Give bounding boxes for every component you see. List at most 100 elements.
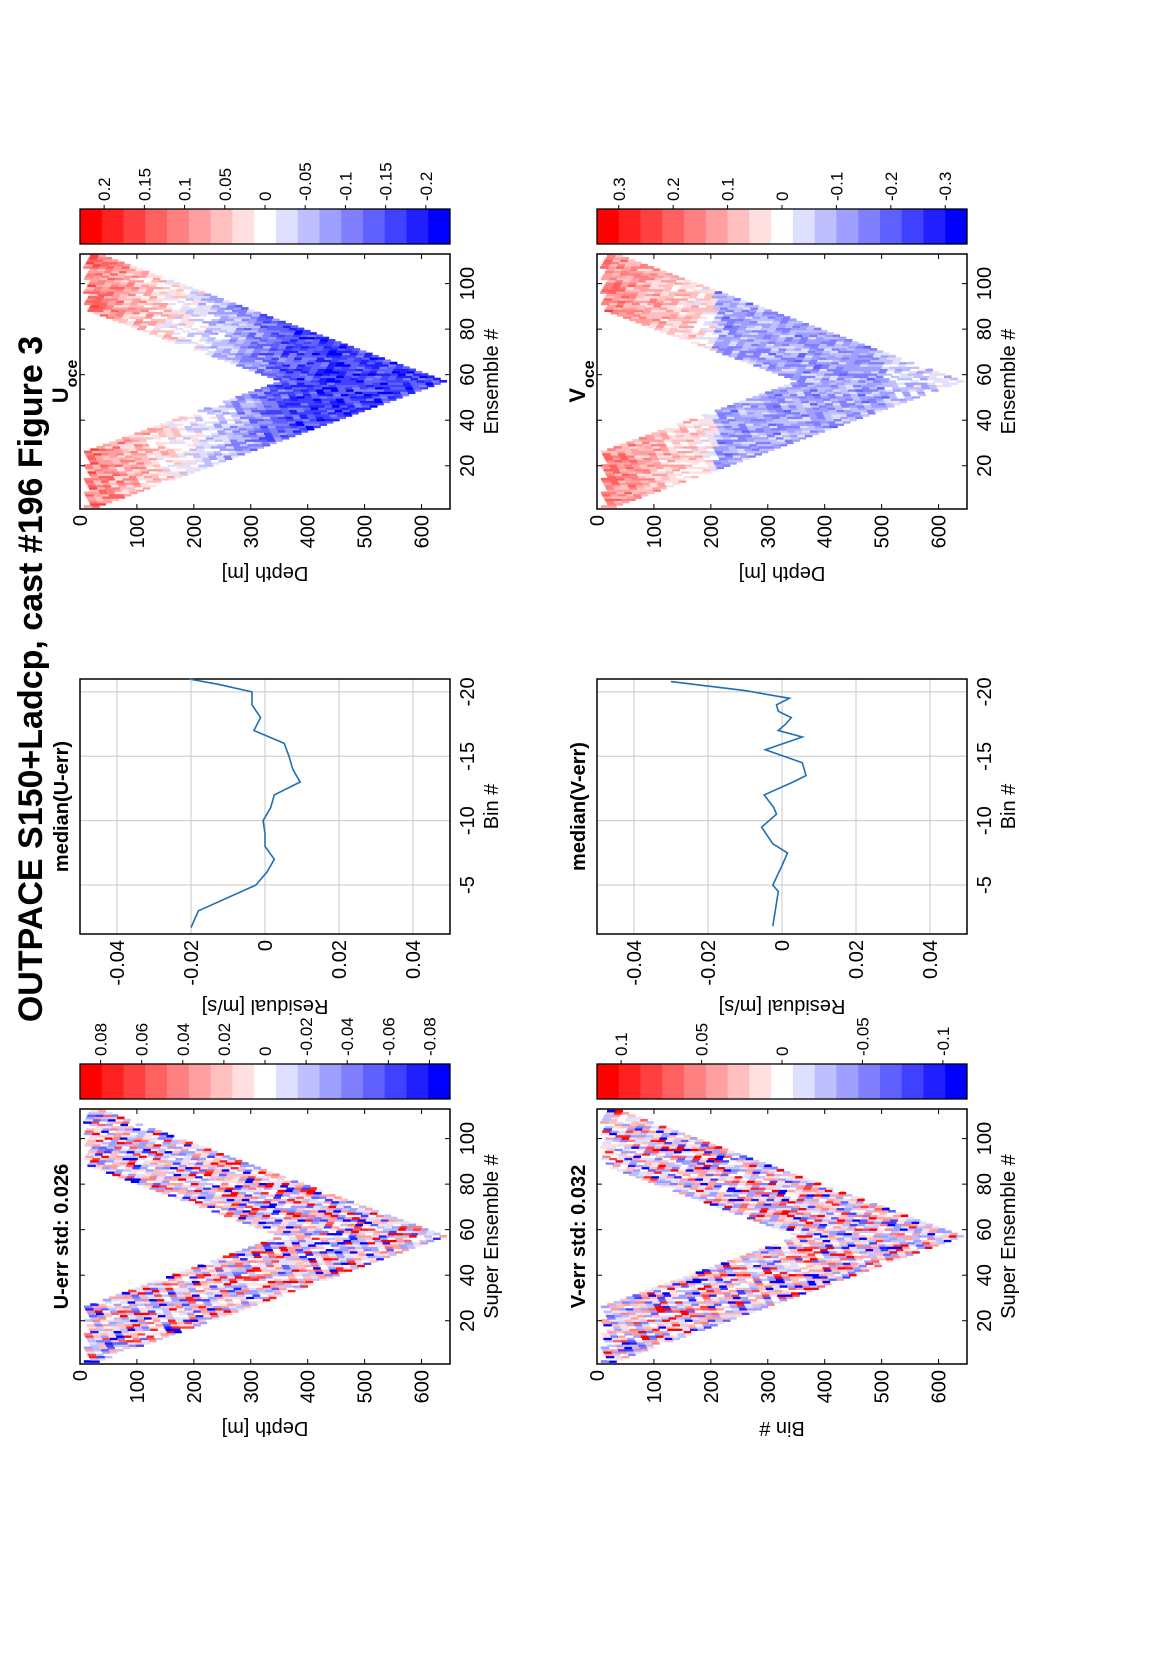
panel-u-oce-cbtick-0: 0.2 — [95, 177, 114, 201]
panel-u-oce-title: Uoce — [48, 360, 81, 404]
panel-median-v-xlabel: Residual [m/s] — [719, 995, 846, 1017]
panel-median-u-xtick-4: 0.04 — [403, 940, 425, 979]
panel-u-oce-cbtick-8: -0.2 — [417, 172, 436, 201]
panel-u-oce-cbtick-3: 0.05 — [216, 168, 235, 201]
panel-median-v-xtick-0: -0.04 — [624, 940, 646, 986]
panel-v-oce-cbtick-6: -0.3 — [936, 172, 955, 201]
panel-u-err-xtick-0: 20 — [457, 1310, 479, 1332]
panel-u-err-cbtick-5: -0.02 — [297, 1017, 316, 1056]
panel-u-err-ytick-4: 400 — [298, 1370, 320, 1403]
panel-u-err-cbtick-6: -0.04 — [338, 1017, 357, 1056]
panel-u-err-xtick-1: 40 — [457, 1264, 479, 1286]
panel-median-v-frame — [596, 678, 968, 935]
panel-v-err-cells — [600, 1109, 964, 1363]
panel-u-oce-ytick-3: 300 — [241, 515, 263, 548]
panel-median-v-ytick-1: -10 — [974, 806, 996, 835]
panel-v-err-ytick-0: 0 — [587, 1370, 609, 1381]
panel-median-v-ytick-3: -20 — [974, 677, 996, 706]
panel-u-err: 20 40 60 80 100 0 100 200 300 400 500 600 Super Ense… — [51, 1017, 503, 1439]
panel-v-oce-xtick-2: 60 — [974, 364, 996, 386]
panel-median-u-ytick-3: -20 — [457, 677, 479, 706]
panel-u-oce-ytick-0: 0 — [70, 515, 92, 526]
panel-median-v: -0.04 -0.02 0 0.02 0.04 -5 -10 -15 -20 Bin # Resid… — [568, 677, 1020, 1017]
panel-v-err-ytick-4: 400 — [815, 1370, 837, 1403]
panel-v-oce-cbtick-5: -0.2 — [882, 172, 901, 201]
panel-v-err-ytick-6: 600 — [929, 1370, 951, 1403]
panel-v-oce-xtick-4: 100 — [974, 267, 996, 300]
panel-median-u: -0.04 -0.02 0 0.02 0.04 -5 -10 -15 -20 Bin # Resid… — [51, 677, 503, 1017]
panel-u-err-cbtick-7: -0.06 — [379, 1017, 398, 1056]
panel-median-u-xtick-2: 0 — [255, 940, 277, 951]
panel-median-u-ytick-0: -5 — [457, 876, 479, 894]
panel-u-err-cbtick-1: 0.06 — [133, 1023, 152, 1056]
panel-v-err-title: V-err std: 0.032 — [568, 1165, 590, 1308]
panel-v-oce-cells — [600, 254, 964, 508]
panel-median-u-xtick-0: -0.04 — [107, 940, 129, 986]
panel-u-err-ytick-5: 500 — [355, 1370, 377, 1403]
panel-u-err-cbtick-0: 0.08 — [92, 1023, 111, 1056]
panel-u-err-ytick-3: 300 — [241, 1370, 263, 1403]
panel-u-oce-cbtick-6: -0.1 — [336, 172, 355, 201]
panel-u-oce-xtick-3: 80 — [457, 318, 479, 340]
panel-v-oce-xtick-0: 20 — [974, 455, 996, 477]
panel-v-err-ytick-5: 500 — [872, 1370, 894, 1403]
panel-u-oce-ytick-1: 100 — [127, 515, 149, 548]
panel-median-u-series-line — [188, 678, 302, 928]
panel-v-oce-xtick-1: 40 — [974, 409, 996, 431]
panel-median-v-ytick-2: -15 — [974, 742, 996, 771]
panel-v-oce-cbtick-0: 0.3 — [610, 177, 629, 201]
panel-u-err-cbtick-8: -0.08 — [420, 1017, 439, 1056]
panel-v-oce-ytick-6: 600 — [929, 515, 951, 548]
panel-u-err-colorbar: 0.08 0.06 0.04 0.02 0 -0.02 -0.04 -0.06 -0.08 — [79, 1017, 451, 1100]
panel-median-u-xtick-3: 0.02 — [329, 940, 351, 979]
panel-v-oce-colorbar: 0.3 0.2 0.1 0 -0.1 -0.2 -0.3 — [596, 172, 968, 245]
panel-v-oce-xlabel: Ensemble # — [998, 328, 1020, 434]
panel-u-oce-ytick-4: 400 — [298, 515, 320, 548]
panel-v-err-ytick-1: 100 — [644, 1370, 666, 1403]
panel-u-err-title: U-err std: 0.026 — [51, 1164, 73, 1310]
panel-v-err: 20 40 60 80 100 0 100 200 300 400 500 600 Super Ense… — [568, 1017, 1020, 1439]
panel-u-err-ytick-1: 100 — [127, 1370, 149, 1403]
panel-median-u-xlabel: Residual [m/s] — [202, 995, 329, 1017]
panel-u-oce-xlabel: Ensemble # — [481, 328, 503, 434]
panel-u-err-cbtick-4: 0 — [256, 1047, 275, 1056]
panel-u-oce-cbtick-2: 0.1 — [176, 177, 195, 201]
panel-median-u-ylabel: Bin # — [481, 783, 503, 829]
panel-median-u-title: median(U-err) — [51, 741, 73, 872]
panel-u-err-cbtick-2: 0.04 — [174, 1023, 193, 1056]
panel-v-oce-cbtick-3: 0 — [773, 192, 792, 201]
panel-v-oce-ylabel: Depth [m] — [739, 562, 826, 584]
panel-median-v-ytick-0: -5 — [974, 876, 996, 894]
panel-u-err-ytick-0: 0 — [70, 1370, 92, 1381]
panel-v-err-xtick-0: 20 — [974, 1310, 996, 1332]
panel-u-err-xtick-3: 80 — [457, 1173, 479, 1195]
panel-u-oce-colorbar: 0.2 0.15 0.1 0.05 0 -0.05 -0.1 -0.15 -0.2 — [79, 162, 451, 245]
figure-title: OUTPACE S150+Ladcp, cast #196 Figure 3 — [12, 336, 50, 1022]
panel-u-oce-ytick-2: 200 — [184, 515, 206, 548]
panel-v-err-cbtick-3: -0.05 — [853, 1017, 872, 1056]
panel-u-err-xtick-4: 100 — [457, 1122, 479, 1155]
panel-v-err-cbtick-1: 0.05 — [693, 1023, 712, 1056]
panel-v-err-ytick-3: 300 — [758, 1370, 780, 1403]
panel-u-err-cbtick-3: 0.02 — [215, 1023, 234, 1056]
panel-v-err-xtick-3: 80 — [974, 1173, 996, 1195]
panel-v-oce-frame — [596, 253, 968, 510]
panel-v-oce-ytick-4: 400 — [815, 515, 837, 548]
panel-median-v-xtick-2: 0 — [772, 940, 794, 951]
panel-v-err-xtick-1: 40 — [974, 1264, 996, 1286]
panel-u-oce-xtick-4: 100 — [457, 267, 479, 300]
panel-v-oce-ytick-5: 500 — [872, 515, 894, 548]
panel-median-v-ylabel: Bin # — [998, 783, 1020, 829]
panel-u-oce-ylabel: Depth [m] — [222, 562, 309, 584]
panel-u-oce-cbtick-7: -0.15 — [377, 162, 396, 201]
panel-v-err-xlabel: Super Ensemble # — [998, 1153, 1020, 1318]
panel-u-err-frame — [79, 1108, 451, 1365]
panel-median-u-ytick-1: -10 — [457, 806, 479, 835]
panel-u-err-ylabel: Depth [m] — [222, 1417, 309, 1439]
panel-median-v-series-line — [670, 680, 807, 927]
panel-u-oce-frame — [79, 253, 451, 510]
panel-v-err-colorbar: 0.1 0.05 0 -0.05 -0.1 — [596, 1017, 968, 1100]
panel-median-v-title: median(V-err) — [568, 742, 590, 871]
panel-v-oce-cbtick-4: -0.1 — [827, 172, 846, 201]
panel-u-oce-cbtick-5: -0.05 — [296, 162, 315, 201]
